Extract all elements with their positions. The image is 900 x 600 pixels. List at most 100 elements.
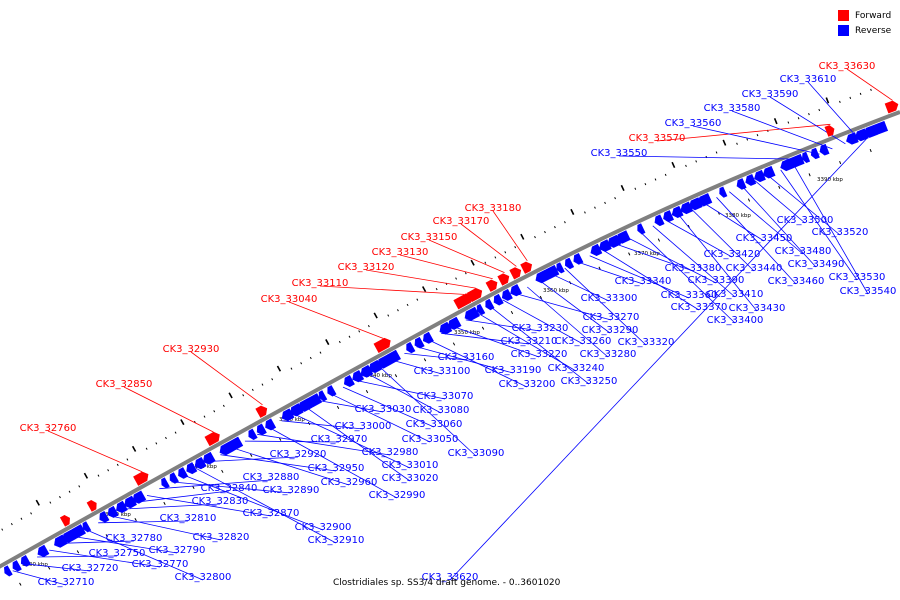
reverse-gene-arrow	[556, 262, 565, 274]
reverse-gene-arrow	[116, 500, 128, 514]
leader-line	[220, 454, 337, 472]
leader-line	[729, 191, 804, 255]
leader-line	[49, 549, 161, 568]
leader-line	[769, 96, 846, 145]
leader-line	[731, 110, 833, 150]
reverse-gene-arrow	[476, 303, 486, 315]
reverse-gene-arrow	[501, 288, 513, 301]
forward-gene-arrow	[59, 514, 70, 527]
tick-mark	[808, 113, 810, 116]
legend: Forward Reverse	[838, 8, 891, 38]
leader-line	[47, 430, 143, 473]
tick-mark	[83, 472, 89, 479]
reverse-gene-arrow	[178, 467, 189, 479]
reverse-gene-arrow	[37, 544, 50, 558]
reverse-gene-arrow	[406, 341, 416, 354]
tick-mark	[664, 173, 667, 177]
reverse-gene-arrow	[132, 490, 147, 504]
gene-label: CK3_33200	[499, 379, 556, 390]
gene-label: CK3_33440	[726, 263, 783, 274]
gene-label: CK3_32820	[193, 532, 250, 543]
forward-gene-arrow	[509, 267, 522, 280]
reverse-gene-arrow	[186, 462, 198, 475]
tick-mark	[481, 326, 485, 330]
gene-label: CK3_33110	[292, 278, 349, 289]
gene-label: CK3_33340	[615, 276, 672, 287]
gene-labels: CK3_32760 CK3_32850 CK3_32930 CK3_33040 CK3_…	[20, 61, 897, 588]
tick-mark	[504, 251, 507, 254]
tick-mark	[695, 160, 698, 163]
gene-label: CK3_32900	[295, 522, 352, 533]
gene-label: CK3_33220	[511, 349, 568, 360]
tick-mark	[859, 92, 862, 95]
forward-gene-arrow	[884, 100, 899, 114]
gene-label: CK3_32980	[362, 447, 419, 458]
tick-mark	[756, 134, 759, 137]
reverse-gene-arrow	[573, 253, 584, 265]
leader-line	[305, 406, 411, 482]
reverse-gene-arrow	[736, 178, 747, 190]
tick-mark	[126, 458, 129, 461]
gene-label: CK3_33620	[422, 572, 479, 583]
tick-mark	[19, 582, 22, 586]
forward-gene-arrow	[520, 261, 533, 274]
leader-line	[293, 413, 411, 469]
gene-label: CK3_32830	[192, 496, 249, 507]
tick-mark	[213, 410, 216, 413]
gene-label: CK3_33520	[812, 227, 869, 238]
gene-label: CK3_33500	[777, 215, 834, 226]
scale-label: 3350 kbp	[454, 330, 480, 336]
gene-label: CK3_33370	[671, 302, 728, 313]
tick-mark	[336, 405, 340, 410]
tick-mark	[510, 310, 514, 315]
tick-mark	[570, 208, 575, 215]
gene-label: CK3_33560	[665, 118, 722, 129]
tick-mark	[10, 523, 13, 526]
tick-mark	[131, 445, 137, 452]
gene-label: CK3_33000	[335, 421, 392, 432]
leader-line	[614, 243, 694, 272]
gene-label: CK3_33060	[406, 419, 463, 430]
leader-line	[846, 68, 893, 101]
reverse-gene-arrow	[654, 214, 665, 227]
reverse-gene-arrow	[565, 257, 575, 270]
tick-mark	[554, 226, 556, 229]
gene-label: CK3_33410	[707, 289, 764, 300]
tick-mark	[397, 309, 399, 312]
reverse-gene-arrow	[590, 243, 603, 257]
leader-line	[269, 427, 398, 499]
tick-mark	[452, 342, 456, 346]
tick-mark	[367, 324, 370, 328]
tick-mark	[68, 490, 71, 493]
gene-label: CK3_32850	[96, 379, 153, 390]
leader-line	[690, 208, 755, 272]
leader-line	[404, 353, 467, 361]
tick-mark	[722, 139, 727, 146]
gene-label: CK3_33010	[382, 460, 439, 471]
reverse-gene-arrow	[318, 390, 328, 402]
tick-mark	[564, 221, 566, 224]
tick-mark	[435, 287, 438, 291]
tick-mark	[747, 198, 751, 202]
gene-label: CK3_33170	[433, 216, 490, 227]
tick-mark	[685, 164, 687, 167]
tick-mark	[35, 499, 40, 506]
tick-mark	[78, 485, 81, 488]
tick-mark	[839, 160, 842, 165]
tick-mark	[598, 266, 601, 270]
gene-label: CK3_33300	[581, 293, 638, 304]
gene-label: CK3_32880	[243, 472, 300, 483]
gene-label: CK3_33430	[729, 303, 786, 314]
scale-label: 3360 kbp	[543, 288, 569, 294]
reverse-gene-arrow	[810, 147, 820, 160]
leader-line	[618, 155, 807, 160]
gene-label: CK3_32790	[149, 545, 206, 556]
gene-label: CK3_33180	[465, 203, 522, 214]
reverse-gene-arrow	[327, 385, 337, 397]
forward-gene-arrow	[824, 125, 835, 137]
reverse-gene-arrow	[745, 174, 757, 186]
leader-line	[527, 286, 609, 358]
leader-line	[365, 269, 476, 289]
leader-line	[61, 540, 135, 544]
